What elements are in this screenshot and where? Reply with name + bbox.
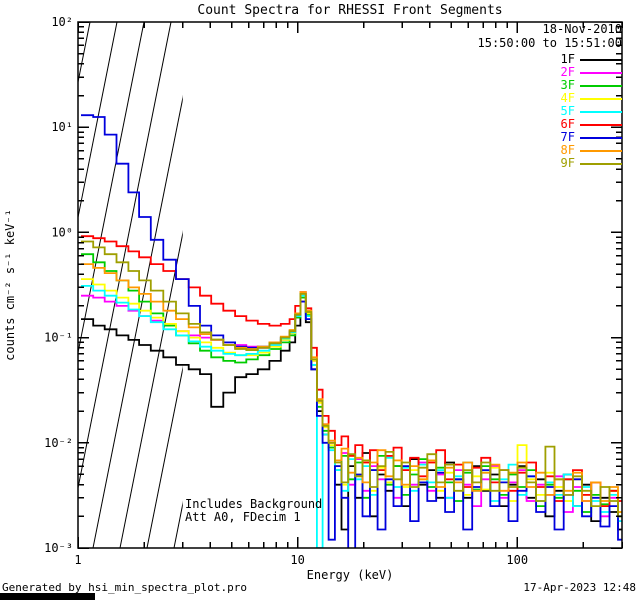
- attenuator-note: Att A0, FDecim 1: [185, 510, 301, 524]
- svg-text:10¹: 10¹: [51, 120, 73, 134]
- screen-corner-fragment: [0, 593, 95, 600]
- legend-line-swatch: [580, 110, 622, 113]
- plot-frame: [77, 21, 623, 549]
- svg-text:10⁻¹: 10⁻¹: [44, 331, 73, 345]
- svg-text:10: 10: [290, 553, 304, 567]
- legend-line-swatch: [580, 84, 622, 87]
- series-6f: [81, 235, 622, 507]
- legend-label: 1F: [560, 52, 575, 66]
- legend-item: 1F: [561, 53, 622, 66]
- footer-timestamp: 17-Apr-2023 12:48: [523, 581, 636, 594]
- tick-labels: 1 10 100 10² 10¹ 10⁰ 10⁻¹ 10⁻² 10⁻³: [44, 15, 528, 567]
- series-7f: [81, 114, 622, 548]
- svg-text:10⁻²: 10⁻²: [44, 436, 73, 450]
- legend-line-swatch: [580, 136, 622, 139]
- date-label: 18-Nov-2010: [542, 22, 622, 36]
- legend-label: 3F: [560, 78, 575, 92]
- y-axis-title: counts cm⁻² s⁻¹ keV⁻¹: [3, 209, 17, 361]
- legend-label: 2F: [560, 65, 575, 79]
- series-lines: [81, 114, 622, 548]
- legend-label: 5F: [560, 104, 575, 118]
- legend-line-swatch: [580, 71, 622, 74]
- legend-label: 6F: [560, 117, 575, 131]
- svg-text:10⁻³: 10⁻³: [44, 541, 73, 555]
- series-5f: [81, 285, 622, 548]
- legend-line-swatch: [580, 123, 622, 126]
- svg-text:10²: 10²: [51, 15, 73, 29]
- legend-line-swatch: [580, 149, 622, 152]
- legend-item: 7F: [561, 131, 622, 144]
- legend-line-swatch: [580, 97, 622, 100]
- series-9f: [81, 240, 622, 518]
- time-range-label: 15:50:00 to 15:51:00: [477, 36, 623, 50]
- axis-ticks: [77, 21, 623, 549]
- hatched-region: [78, 22, 183, 548]
- legend-line-swatch: [580, 58, 622, 61]
- svg-text:1: 1: [74, 553, 81, 567]
- x-axis-title: Energy (keV): [306, 568, 394, 582]
- legend-label: 9F: [560, 156, 575, 170]
- svg-text:100: 100: [506, 553, 528, 567]
- legend-label: 8F: [560, 143, 575, 157]
- legend-item: 4F: [561, 92, 622, 105]
- legend-item: 2F: [561, 66, 622, 79]
- legend-item: 5F: [561, 105, 622, 118]
- svg-text:10⁰: 10⁰: [51, 225, 73, 239]
- legend-item: 8F: [561, 144, 622, 157]
- legend-item: 3F: [561, 79, 622, 92]
- legend-item: 9F: [561, 157, 622, 170]
- legend-label: 7F: [560, 130, 575, 144]
- footer-script-name: Generated by hsi_min_spectra_plot.pro: [2, 581, 248, 594]
- legend-item: 6F: [561, 118, 622, 131]
- background-note: Includes Background: [185, 497, 323, 511]
- chart-title: Count Spectra for RHESSI Front Segments: [197, 3, 503, 18]
- legend: 1F 2F 3F 4F 5F 6F 7F 8F: [561, 53, 622, 170]
- legend-line-swatch: [580, 162, 622, 165]
- legend-label: 4F: [560, 91, 575, 105]
